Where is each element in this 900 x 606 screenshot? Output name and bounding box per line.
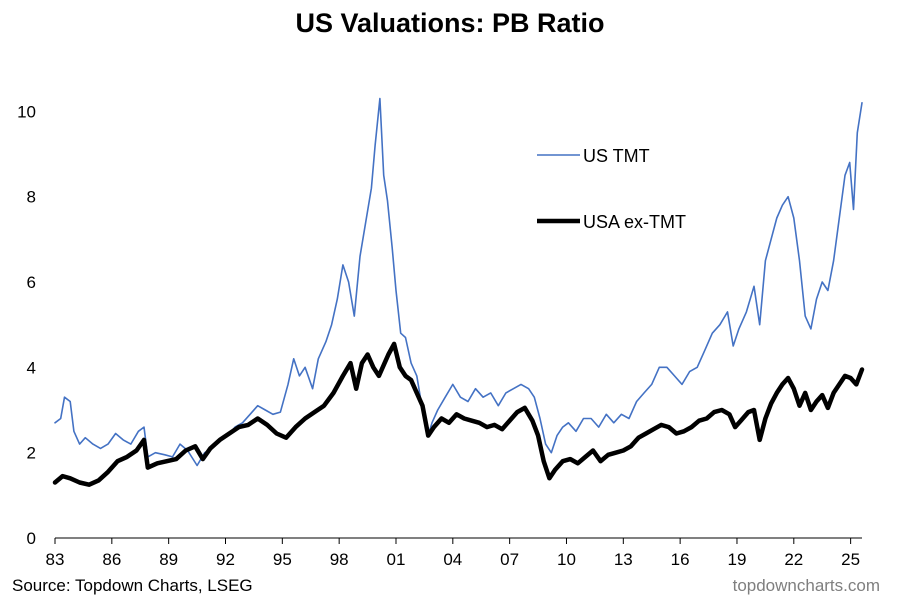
x-tick-label: 19 [728, 550, 747, 569]
x-tick-label: 92 [216, 550, 235, 569]
legend: US TMT USA ex-TMT [537, 146, 686, 232]
legend-label: US TMT [583, 146, 650, 166]
x-tick-label: 07 [500, 550, 519, 569]
x-tick-label: 22 [784, 550, 803, 569]
y-tick-label: 0 [27, 529, 36, 548]
x-tick-label: 01 [387, 550, 406, 569]
x-tick-label: 89 [159, 550, 178, 569]
y-tick-label: 8 [27, 188, 36, 207]
series-lines [52, 97, 865, 487]
x-tick-label: 16 [671, 550, 690, 569]
x-tick-label: 25 [841, 550, 860, 569]
y-tick-label: 2 [27, 444, 36, 463]
y-axis-ticks: 0 2 4 6 8 10 [17, 102, 36, 548]
x-axis-ticks: 83 86 89 92 95 98 01 04 07 10 13 16 19 22 25 [46, 538, 860, 569]
x-tick-label: 13 [614, 550, 633, 569]
x-tick-label: 04 [443, 550, 462, 569]
brand-watermark: topdowncharts.com [732, 576, 880, 595]
source-note: Source: Topdown Charts, LSEG [12, 576, 253, 595]
x-tick-label: 98 [330, 550, 349, 569]
x-tick-label: 95 [273, 550, 292, 569]
chart-title: US Valuations: PB Ratio [295, 8, 605, 38]
y-tick-label: 10 [17, 102, 36, 121]
y-tick-label: 4 [27, 358, 36, 377]
legend-label: USA ex-TMT [583, 212, 686, 232]
x-tick-label: 83 [46, 550, 65, 569]
series-line-usa-ex-tmt [52, 341, 865, 487]
x-tick-label: 10 [557, 550, 576, 569]
series-line-us-tmt [54, 97, 863, 467]
x-tick-label: 86 [102, 550, 121, 569]
y-tick-label: 6 [27, 273, 36, 292]
